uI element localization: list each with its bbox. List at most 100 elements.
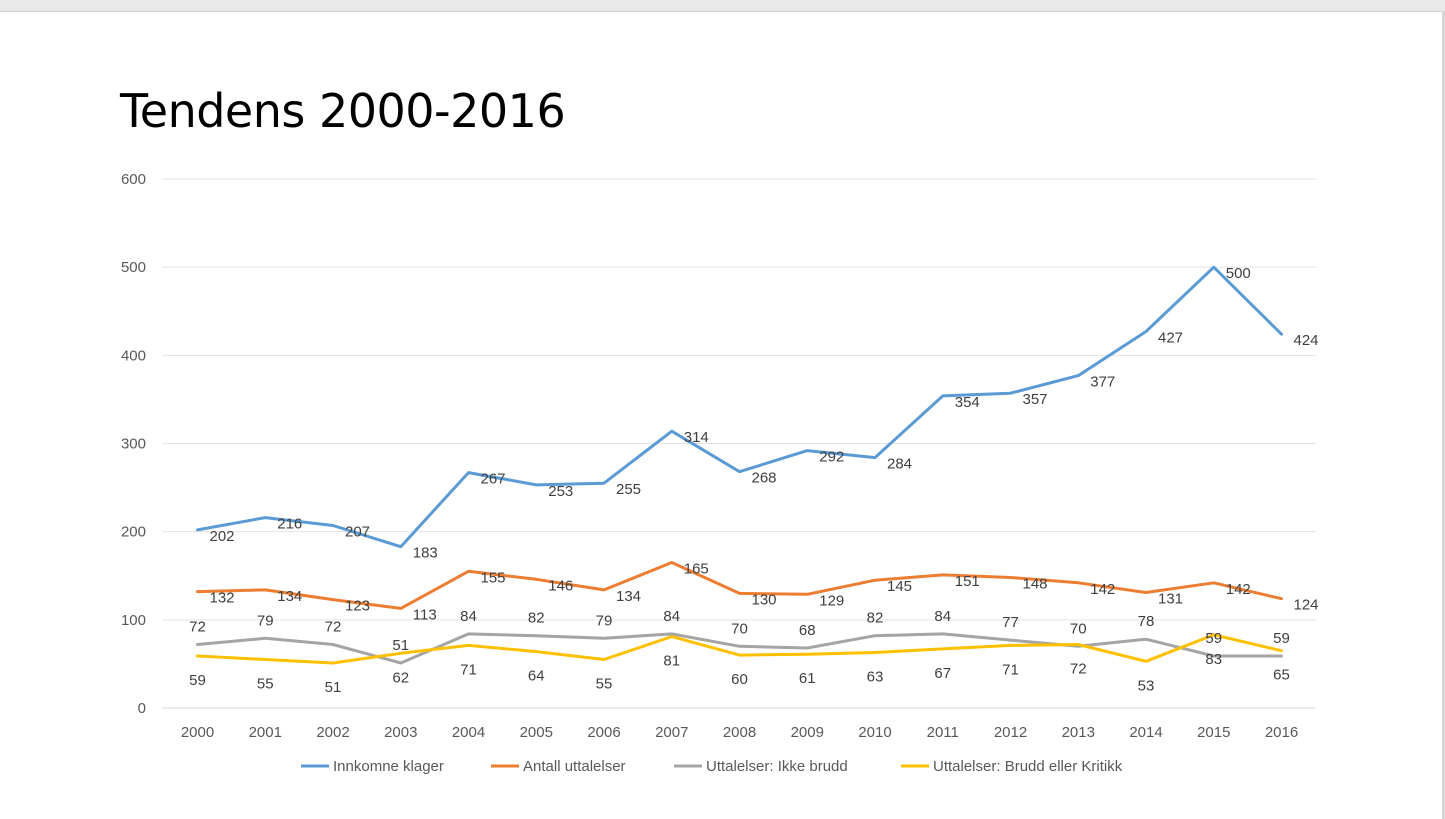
y-tick-label: 300: [121, 436, 146, 453]
data-label: 59: [189, 672, 206, 689]
data-label: 51: [325, 679, 342, 696]
data-label: 59: [1205, 630, 1222, 647]
data-label: 354: [955, 394, 980, 411]
data-label: 77: [1002, 614, 1019, 631]
data-label: 55: [596, 676, 613, 693]
data-label: 70: [1070, 620, 1087, 637]
data-label: 55: [257, 676, 274, 693]
data-label: 202: [210, 528, 235, 545]
x-tick-label: 2010: [858, 724, 891, 741]
data-label: 72: [1070, 661, 1087, 678]
data-label: 151: [955, 573, 980, 590]
data-label: 72: [189, 619, 206, 636]
scrollbar-edge: [1442, 11, 1445, 819]
data-label: 123: [345, 598, 370, 615]
data-label: 216: [277, 516, 302, 533]
data-label: 68: [799, 622, 816, 639]
data-label: 67: [934, 665, 951, 682]
y-tick-label: 400: [121, 347, 146, 364]
x-tick-label: 2000: [181, 724, 214, 741]
legend-label: Uttalelser: Ikke brudd: [706, 758, 848, 775]
data-label: 424: [1294, 332, 1319, 349]
data-label: 59: [1273, 630, 1290, 647]
data-label: 53: [1138, 677, 1155, 694]
legend-label: Uttalelser: Brudd eller Kritikk: [933, 758, 1123, 775]
data-label: 155: [481, 569, 506, 586]
data-label: 79: [596, 612, 613, 629]
data-label: 65: [1273, 667, 1290, 684]
data-label: 129: [819, 592, 844, 609]
data-label: 131: [1158, 591, 1183, 608]
data-label: 79: [257, 612, 274, 629]
slide-canvas: [0, 12, 1440, 819]
data-label: 134: [616, 588, 641, 605]
legend-label: Innkomne klager: [333, 758, 444, 775]
data-label: 284: [887, 456, 912, 473]
data-label: 255: [616, 481, 641, 498]
data-label: 71: [1002, 661, 1019, 678]
x-tick-label: 2007: [655, 724, 688, 741]
y-tick-label: 0: [138, 700, 146, 717]
y-tick-label: 600: [121, 171, 146, 188]
data-label: 84: [663, 608, 680, 625]
data-label: 207: [345, 523, 370, 540]
data-label: 61: [799, 670, 816, 687]
data-label: 145: [887, 578, 912, 595]
data-label: 63: [867, 668, 884, 685]
series-line-4: [196, 633, 1283, 665]
data-label: 82: [867, 610, 884, 627]
data-label: 72: [325, 619, 342, 636]
x-tick-label: 2015: [1197, 724, 1230, 741]
window-top-bar: [0, 0, 1445, 12]
x-tick-label: 2013: [1062, 724, 1095, 741]
data-label: 146: [548, 577, 573, 594]
data-label: 292: [819, 449, 844, 466]
x-tick-label: 2009: [791, 724, 824, 741]
x-tick-label: 2014: [1129, 724, 1162, 741]
y-tick-label: 200: [121, 524, 146, 541]
data-label: 82: [528, 610, 545, 627]
data-label: 148: [1023, 576, 1048, 593]
data-label: 84: [934, 608, 951, 625]
data-label: 64: [528, 668, 545, 685]
data-label: 83: [1205, 651, 1222, 668]
data-label: 71: [460, 661, 477, 678]
y-tick-label: 100: [121, 612, 146, 629]
data-label: 314: [684, 429, 709, 446]
data-label: 70: [731, 620, 748, 637]
x-tick-label: 2011: [927, 724, 959, 741]
chart-title: Tendens 2000-2016: [120, 84, 566, 138]
data-label: 81: [663, 653, 680, 670]
data-label: 78: [1138, 613, 1155, 630]
data-label: 142: [1226, 581, 1251, 598]
data-label: 132: [210, 590, 235, 607]
data-label: 62: [392, 669, 409, 686]
data-label: 130: [752, 591, 777, 608]
data-label: 267: [481, 471, 506, 488]
data-label: 51: [392, 637, 409, 654]
x-tick-label: 2002: [316, 724, 349, 741]
data-label: 357: [1023, 391, 1048, 408]
legend-label: Antall uttalelser: [523, 758, 626, 775]
series-line-2: [196, 561, 1283, 610]
data-label: 377: [1090, 374, 1115, 391]
series-line-1: [196, 265, 1283, 549]
data-label: 427: [1158, 330, 1183, 347]
data-label: 500: [1226, 265, 1251, 282]
x-tick-label: 2004: [452, 724, 485, 741]
data-label: 183: [413, 545, 438, 562]
x-tick-label: 2005: [520, 724, 553, 741]
data-label: 165: [684, 561, 709, 578]
x-tick-label: 2012: [994, 724, 1027, 741]
data-label: 60: [731, 671, 748, 688]
data-label: 253: [548, 483, 573, 500]
data-label: 134: [277, 588, 302, 605]
x-tick-label: 2016: [1265, 724, 1298, 741]
x-tick-label: 2006: [587, 724, 620, 741]
data-label: 113: [413, 606, 437, 623]
x-tick-label: 2008: [723, 724, 756, 741]
x-tick-label: 2001: [249, 724, 282, 741]
data-label: 268: [752, 470, 777, 487]
x-tick-label: 2003: [384, 724, 417, 741]
